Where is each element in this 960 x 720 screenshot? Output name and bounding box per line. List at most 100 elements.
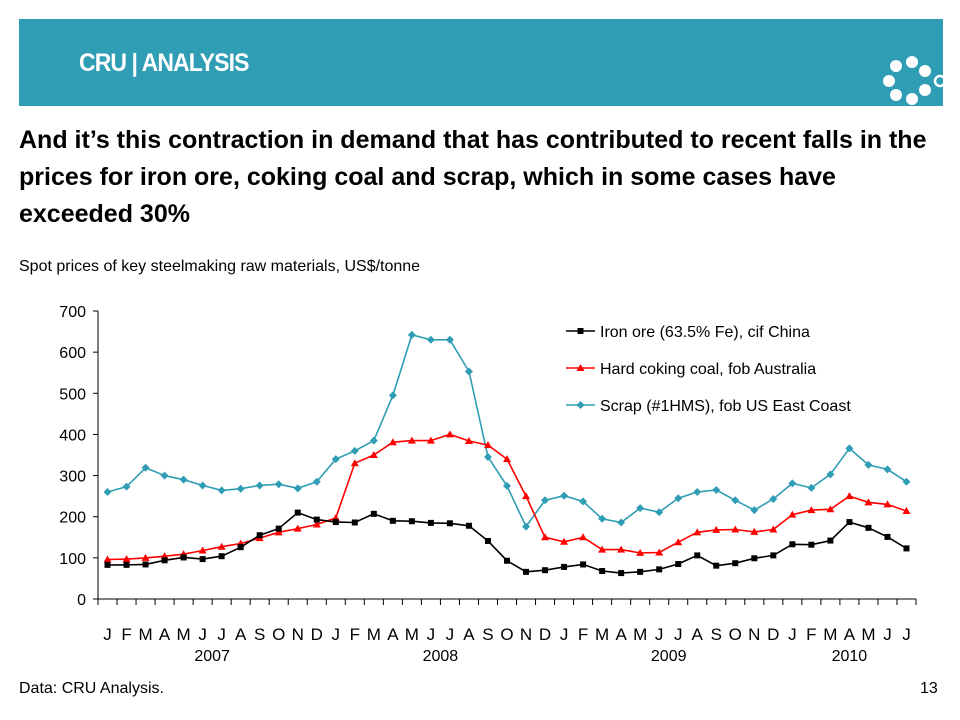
x-tick-label: J bbox=[198, 625, 207, 644]
data-point bbox=[655, 508, 664, 517]
x-tick-label: M bbox=[633, 625, 647, 644]
series-1 bbox=[103, 430, 911, 563]
y-tick-label: 700 bbox=[59, 304, 86, 321]
x-tick-label: J bbox=[902, 625, 911, 644]
data-point bbox=[237, 544, 244, 551]
x-tick-label: N bbox=[520, 625, 532, 644]
data-point bbox=[788, 510, 797, 518]
data-point bbox=[217, 542, 226, 550]
data-point bbox=[560, 537, 569, 545]
data-point bbox=[674, 538, 683, 546]
x-tick-label: F bbox=[578, 625, 588, 644]
data-point bbox=[827, 537, 834, 544]
data-point bbox=[656, 566, 663, 573]
data-point bbox=[122, 555, 131, 563]
x-tick-label: A bbox=[463, 625, 475, 644]
data-point bbox=[713, 562, 720, 569]
data-point bbox=[504, 557, 510, 564]
data-point bbox=[731, 525, 740, 533]
data-point bbox=[407, 330, 416, 339]
x-tick-label: M bbox=[595, 625, 609, 644]
y-tick-label: 500 bbox=[59, 386, 86, 403]
data-point bbox=[483, 441, 492, 449]
legend-label: Iron ore (63.5% Fe), cif China bbox=[600, 324, 810, 341]
x-tick-label: A bbox=[844, 625, 856, 644]
y-tick-label: 200 bbox=[59, 510, 86, 527]
data-point bbox=[675, 561, 682, 568]
data-point bbox=[807, 506, 816, 514]
legend-label: Scrap (#1HMS), fob US East Coast bbox=[600, 398, 851, 415]
year-label: 2007 bbox=[194, 648, 230, 665]
data-point bbox=[293, 524, 302, 532]
data-point bbox=[313, 516, 320, 523]
x-tick-label: D bbox=[311, 625, 323, 644]
data-point bbox=[427, 519, 434, 526]
x-tick-label: J bbox=[788, 625, 797, 644]
x-tick-label: A bbox=[692, 625, 704, 644]
x-tick-label: F bbox=[806, 625, 816, 644]
data-point bbox=[103, 555, 112, 563]
series-2 bbox=[103, 330, 911, 531]
y-tick-label: 600 bbox=[59, 345, 86, 362]
data-point bbox=[770, 552, 777, 559]
data-point bbox=[445, 335, 454, 344]
data-point bbox=[426, 335, 435, 344]
series-0 bbox=[104, 509, 910, 577]
y-tick-label: 0 bbox=[77, 592, 86, 609]
x-tick-label: M bbox=[861, 625, 875, 644]
data-point bbox=[464, 367, 473, 376]
data-point bbox=[769, 495, 778, 504]
data-point bbox=[808, 541, 815, 548]
x-tick-label: S bbox=[254, 625, 265, 644]
data-point bbox=[617, 545, 626, 553]
data-point bbox=[580, 561, 587, 568]
x-tick-label: F bbox=[350, 625, 360, 644]
data-point bbox=[369, 436, 378, 445]
data-point bbox=[693, 488, 702, 497]
x-tick-label: D bbox=[767, 625, 779, 644]
data-point bbox=[599, 568, 606, 575]
data-point bbox=[864, 460, 873, 469]
x-tick-label: J bbox=[883, 625, 892, 644]
data-point bbox=[180, 554, 187, 561]
data-point bbox=[845, 444, 854, 453]
data-point bbox=[864, 498, 873, 506]
data-point bbox=[407, 436, 416, 444]
data-point bbox=[370, 510, 377, 517]
data-point bbox=[446, 520, 453, 527]
data-point bbox=[883, 500, 892, 508]
x-tick-label: A bbox=[615, 625, 627, 644]
y-tick-label: 400 bbox=[59, 427, 86, 444]
x-tick-label: J bbox=[560, 625, 569, 644]
x-tick-label: A bbox=[387, 625, 399, 644]
data-point bbox=[179, 475, 188, 484]
x-tick-label: O bbox=[500, 625, 513, 644]
data-point bbox=[618, 570, 625, 577]
data-point bbox=[576, 401, 585, 409]
x-tick-label: A bbox=[159, 625, 171, 644]
x-tick-label: F bbox=[121, 625, 131, 644]
data-point bbox=[465, 522, 472, 529]
x-tick-label: M bbox=[823, 625, 837, 644]
x-tick-label: D bbox=[539, 625, 551, 644]
x-tick-label: S bbox=[482, 625, 493, 644]
data-point bbox=[576, 364, 585, 371]
year-label: 2010 bbox=[832, 648, 868, 665]
data-point bbox=[731, 496, 740, 505]
data-point bbox=[902, 477, 911, 486]
x-tick-label: N bbox=[748, 625, 760, 644]
y-tick-label: 300 bbox=[59, 469, 86, 486]
data-point bbox=[769, 525, 778, 533]
data-point bbox=[579, 533, 588, 541]
data-point bbox=[484, 537, 491, 544]
y-axis: 0 100 200 300 400 500 600 700 bbox=[59, 304, 99, 609]
data-point bbox=[560, 491, 569, 500]
data-point bbox=[256, 532, 263, 539]
data-point bbox=[712, 525, 721, 533]
data-point bbox=[865, 524, 872, 531]
data-point bbox=[161, 557, 168, 564]
data-point bbox=[122, 482, 131, 491]
data-point bbox=[199, 556, 206, 563]
data-point bbox=[445, 430, 454, 438]
